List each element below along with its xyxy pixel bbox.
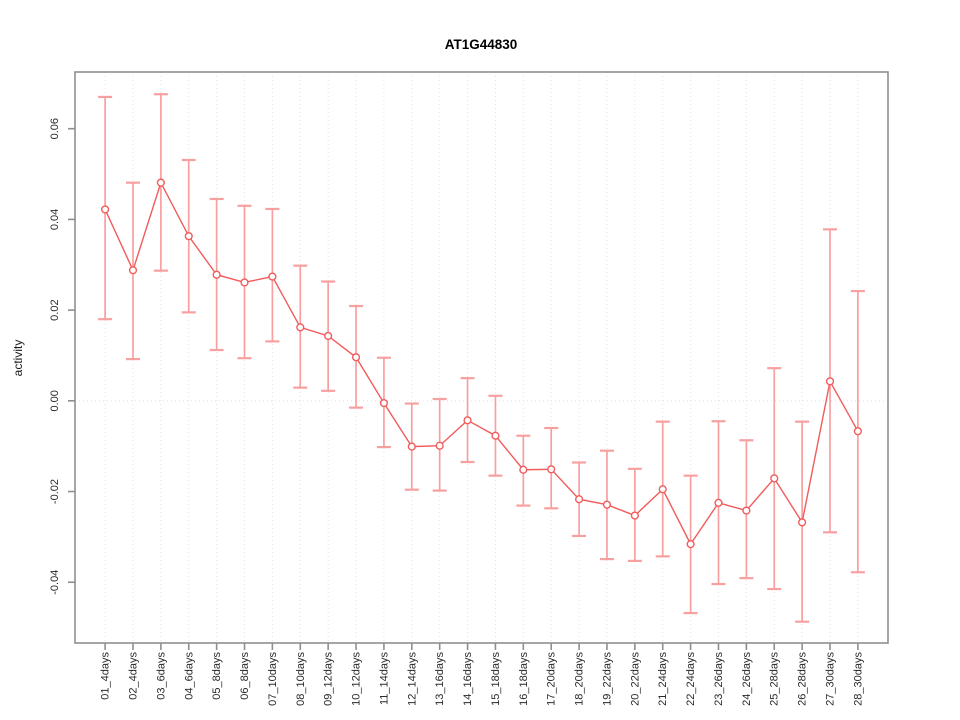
x-tick-label: 08_10days bbox=[295, 652, 307, 706]
x-tick-label: 02_4days bbox=[127, 652, 139, 700]
gridlines bbox=[75, 72, 888, 643]
data-point bbox=[324, 331, 333, 341]
x-tick-label: 17_20days bbox=[546, 652, 558, 706]
x-tick-label: 11_14days bbox=[378, 652, 390, 706]
x-tick-label: 12_14days bbox=[406, 652, 418, 706]
x-tick-label: 19_22days bbox=[601, 652, 613, 706]
data-point bbox=[379, 398, 389, 408]
data-point bbox=[240, 278, 249, 287]
y-tick-label: 0.00 bbox=[49, 390, 61, 411]
x-tick-label: 05_8days bbox=[211, 652, 223, 700]
x-tick-label: 21_24days bbox=[657, 652, 669, 706]
data-point bbox=[630, 511, 639, 520]
x-tick-label: 10_12days bbox=[351, 652, 363, 706]
plot-border bbox=[74, 71, 889, 644]
x-tick-label: 26_28days bbox=[797, 652, 809, 706]
x-tick-label: 09_12days bbox=[323, 652, 335, 706]
x-tick-label: 15_18days bbox=[490, 652, 502, 706]
x-tick-label: 04_6days bbox=[183, 652, 195, 700]
x-tick-label: 24_26days bbox=[741, 652, 753, 706]
series-line bbox=[104, 180, 859, 546]
x-tick-label: 06_8days bbox=[239, 652, 251, 700]
data-point bbox=[101, 205, 110, 214]
data-point bbox=[407, 442, 416, 451]
x-tick-label: 01_4days bbox=[100, 652, 112, 700]
data-point bbox=[268, 272, 277, 281]
data-point bbox=[574, 495, 584, 504]
data-point bbox=[463, 416, 472, 425]
data-point bbox=[658, 485, 667, 494]
x-axis: 01_4days 02_4days 03_6days 04_6days 05_8days… bbox=[100, 643, 864, 706]
x-tick-label: 27_30days bbox=[825, 652, 837, 706]
data-point bbox=[519, 465, 528, 474]
x-tick-label: 28_30days bbox=[852, 652, 864, 706]
data-point bbox=[296, 323, 305, 332]
data-point bbox=[547, 465, 556, 474]
x-tick-label: 23_26days bbox=[713, 652, 725, 706]
x-tick-label: 14_16days bbox=[462, 652, 474, 706]
x-tick-label: 25_28days bbox=[769, 652, 781, 706]
y-tick-label: -0.04 bbox=[49, 570, 61, 595]
data-point bbox=[435, 441, 444, 450]
y-tick-label: 0.04 bbox=[49, 209, 61, 230]
data-point bbox=[853, 427, 862, 436]
error-bars bbox=[98, 93, 865, 623]
data-point bbox=[351, 353, 361, 362]
data-points bbox=[101, 178, 862, 549]
data-point bbox=[156, 178, 165, 187]
x-tick-label: 03_6days bbox=[155, 652, 167, 700]
x-tick-label: 20_22days bbox=[629, 652, 641, 706]
x-tick-label: 22_24days bbox=[685, 652, 697, 706]
y-tick-label: -0.02 bbox=[49, 479, 61, 504]
data-point bbox=[742, 506, 751, 515]
data-point bbox=[825, 377, 835, 386]
x-tick-label: 07_10days bbox=[267, 652, 279, 706]
x-tick-label: 18_20days bbox=[574, 652, 586, 706]
data-point bbox=[491, 431, 500, 440]
data-point bbox=[798, 518, 807, 527]
y-tick-label: 0.06 bbox=[49, 118, 61, 139]
y-axis-label: activity bbox=[11, 340, 25, 377]
series-polyline bbox=[104, 180, 859, 546]
y-axis: -0.04 -0.02 0.00 0.02 0.04 0.06 bbox=[49, 118, 75, 595]
y-tick-label: 0.02 bbox=[49, 299, 61, 320]
data-point bbox=[714, 498, 723, 507]
data-point bbox=[184, 232, 193, 241]
data-point bbox=[602, 500, 612, 509]
data-point bbox=[128, 266, 138, 275]
data-point bbox=[212, 270, 221, 279]
data-point bbox=[770, 474, 779, 483]
chart-title: AT1G44830 bbox=[445, 37, 518, 52]
x-tick-label: 13_16days bbox=[434, 652, 446, 706]
plot-box bbox=[74, 71, 889, 644]
data-point bbox=[686, 540, 695, 549]
x-tick-label: 16_18days bbox=[518, 652, 530, 706]
